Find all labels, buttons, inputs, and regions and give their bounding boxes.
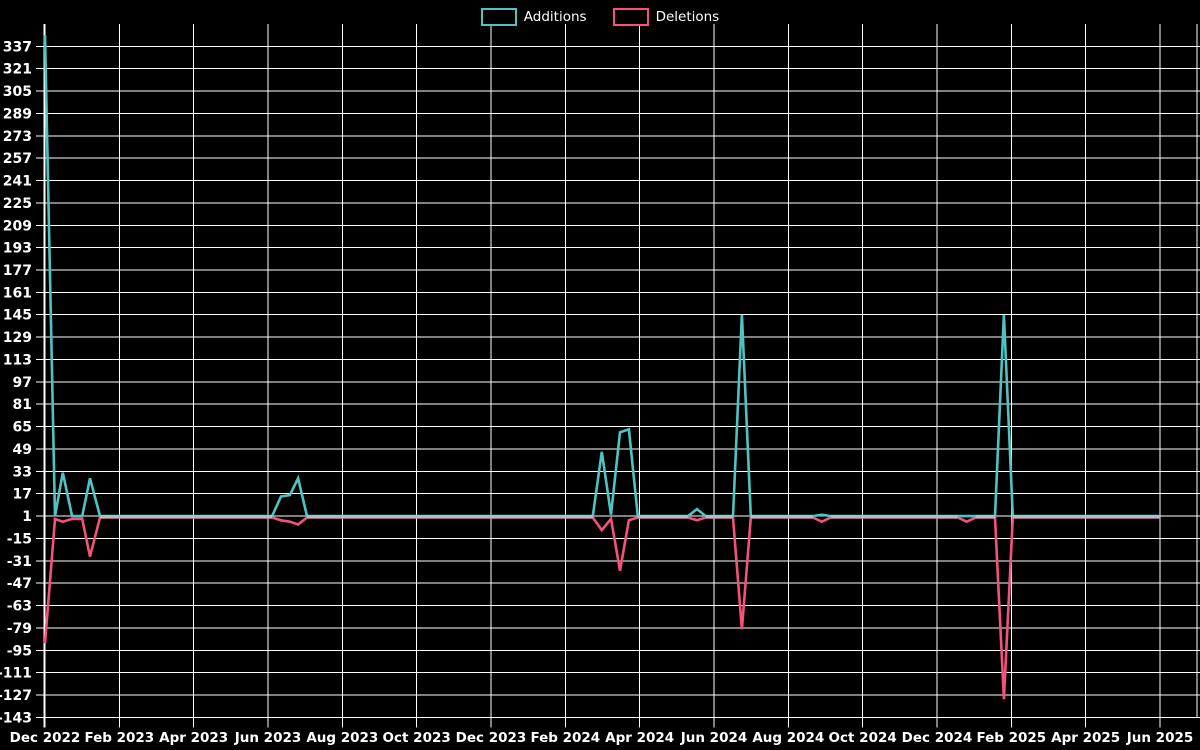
y-tick-label: -143 <box>0 710 32 726</box>
x-tick-label: Jun 2025 <box>1126 730 1194 746</box>
y-tick-label: 193 <box>3 241 32 257</box>
y-tick-label: -63 <box>7 599 32 615</box>
x-tick-label: Jun 2023 <box>234 730 302 746</box>
y-tick-label: 177 <box>3 263 32 279</box>
y-tick-label: -31 <box>7 554 32 570</box>
x-tick-label: Apr 2025 <box>1051 730 1120 746</box>
legend-item-additions[interactable]: Additions <box>480 8 587 26</box>
y-tick-label: -111 <box>0 666 32 682</box>
y-tick-label: 273 <box>3 129 32 145</box>
legend-item-deletions[interactable]: Deletions <box>612 8 720 26</box>
y-tick-label: 17 <box>13 487 32 503</box>
y-tick-label: 289 <box>3 106 32 122</box>
y-tick-label: 257 <box>3 151 32 167</box>
y-tick-label: 129 <box>3 330 32 346</box>
x-tick-label: Oct 2024 <box>829 730 897 746</box>
y-tick-label: 1 <box>22 509 32 525</box>
x-tick-label: Feb 2025 <box>976 730 1046 746</box>
y-tick-label: 113 <box>3 352 32 368</box>
y-tick-label: 209 <box>3 218 32 234</box>
additions-line <box>43 35 1160 518</box>
y-tick-label: 65 <box>13 420 32 436</box>
y-tick-label: 305 <box>3 84 32 100</box>
y-tick-label: -95 <box>7 643 32 659</box>
legend-label-additions: Additions <box>523 9 587 25</box>
x-tick-label: Feb 2024 <box>530 730 600 746</box>
y-tick-label: -79 <box>7 621 32 637</box>
x-tick-label: Dec 2023 <box>456 730 527 746</box>
x-tick-label: Feb 2023 <box>84 730 154 746</box>
x-tick-label: Oct 2023 <box>383 730 451 746</box>
x-tick-label: Dec 2022 <box>10 730 81 746</box>
x-tick-label: Dec 2024 <box>902 730 973 746</box>
deletions-line <box>43 515 1160 700</box>
y-tick-label: 33 <box>13 464 32 480</box>
y-tick-label: 225 <box>3 196 32 212</box>
y-tick-label: 161 <box>3 285 32 301</box>
y-tick-label: 81 <box>13 397 32 413</box>
x-tick-label: Apr 2023 <box>159 730 228 746</box>
y-tick-label: 337 <box>3 39 32 55</box>
y-tick-label: 49 <box>13 442 32 458</box>
additions-swatch-icon <box>480 8 517 26</box>
y-tick-label: 241 <box>3 174 32 190</box>
x-tick-label: Jun 2024 <box>680 730 748 746</box>
y-tick-label: -127 <box>0 688 32 704</box>
x-tick-label: Apr 2024 <box>605 730 674 746</box>
y-tick-label: -15 <box>7 531 32 547</box>
x-tick-label: Aug 2024 <box>752 730 824 746</box>
deletions-swatch-icon <box>612 8 649 26</box>
chart-legend: Additions Deletions <box>0 8 1200 26</box>
x-tick-label: Aug 2023 <box>306 730 378 746</box>
y-tick-label: 145 <box>3 308 32 324</box>
y-tick-label: -47 <box>7 576 32 592</box>
y-tick-label: 97 <box>13 375 32 391</box>
y-tick-label: 321 <box>3 62 32 78</box>
legend-label-deletions: Deletions <box>655 9 720 25</box>
